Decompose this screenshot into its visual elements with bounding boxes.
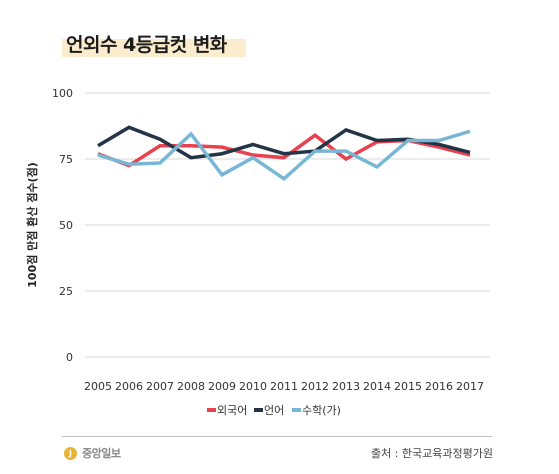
y-tick-label: 75: [59, 153, 73, 166]
x-tick-label: 2017: [456, 380, 484, 393]
y-axis-label: 100점 만점 환산 점수(점): [25, 162, 39, 287]
x-tick-label: 2010: [239, 380, 267, 393]
x-tick-label: 2006: [115, 380, 143, 393]
legend-label: 언어: [264, 404, 284, 417]
x-tick-label: 2014: [363, 380, 391, 393]
legend: 외국어 언어 수학(가): [207, 404, 341, 417]
series-lines: [97, 125, 471, 182]
legend-swatch: [254, 408, 263, 412]
series-line-수학(가): [97, 129, 471, 182]
y-tick-labels: 0 25 50 75 100: [52, 87, 73, 364]
x-tick-label: 2015: [394, 380, 422, 393]
y-tick-label: 25: [59, 285, 73, 298]
y-tick-label: 0: [66, 351, 73, 364]
x-tick-label: 2009: [208, 380, 236, 393]
title-highlight: [62, 39, 246, 57]
y-tick-label: 50: [59, 219, 73, 232]
footer-divider: [62, 436, 492, 437]
y-tick-label: 100: [52, 87, 73, 100]
title-block: 언외수 4등급컷 변화: [62, 30, 246, 57]
x-tick-label: 2005: [84, 380, 112, 393]
legend-swatch: [207, 408, 216, 412]
grid-lines: [85, 92, 490, 358]
legend-swatch: [292, 408, 301, 412]
x-tick-labels: 2005 2006 2007 2008 2009 2010 2011 2012 2013 2014…: [84, 380, 484, 393]
x-tick-label: 2016: [425, 380, 453, 393]
logo-text: 중앙일보: [82, 447, 121, 460]
x-tick-label: 2011: [270, 380, 298, 393]
legend-label: 수학(가): [302, 404, 341, 417]
logo-mark-icon: J: [64, 446, 77, 460]
publisher-logo: J 중앙일보: [64, 445, 121, 461]
legend-label: 외국어: [217, 404, 247, 417]
chart-title: 언외수 4등급컷 변화: [66, 34, 227, 56]
source-note: 출처 : 한국교육과정평가원: [370, 447, 493, 460]
x-tick-label: 2008: [177, 380, 205, 393]
x-tick-label: 2012: [301, 380, 329, 393]
x-tick-label: 2007: [146, 380, 174, 393]
x-tick-label: 2013: [332, 380, 360, 393]
